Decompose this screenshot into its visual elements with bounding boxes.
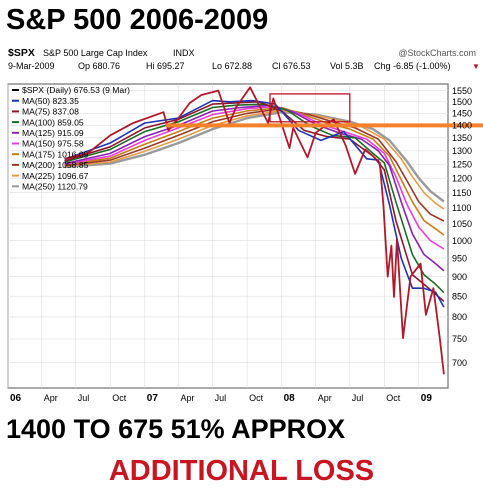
y-tick-label: 1050 bbox=[452, 219, 472, 229]
x-tick-label: Jul bbox=[352, 393, 364, 403]
y-tick-label: 1150 bbox=[452, 188, 471, 198]
legend-label: MA(250) 1120.79 bbox=[22, 182, 88, 192]
watermark: @StockCharts.com bbox=[398, 48, 476, 58]
y-axis-labels: 700 750 800 850 900 950 1000 1050 1100 1150 1200 12… bbox=[452, 86, 472, 368]
y-tick-label: 1100 bbox=[452, 203, 471, 213]
headline: 1400 TO 675 51% APPROX bbox=[6, 414, 346, 444]
chart-symbol: $SPX bbox=[8, 47, 35, 59]
quote-open: Op 680.76 bbox=[78, 61, 120, 71]
x-tick-label: Oct bbox=[249, 393, 264, 403]
series-line-ma-225 bbox=[64, 109, 445, 210]
y-tick-label: 1400 bbox=[452, 121, 472, 131]
y-tick-label: 700 bbox=[452, 358, 467, 368]
quote-date: 9-Mar-2009 bbox=[8, 61, 55, 71]
x-tick-label: 06 bbox=[10, 393, 22, 404]
legend-label: MA(75) 837.08 bbox=[22, 107, 79, 117]
chart-exchange: INDX bbox=[173, 48, 195, 58]
y-tick-label: 850 bbox=[452, 291, 467, 301]
y-tick-label: 800 bbox=[452, 312, 467, 322]
grid-lines bbox=[7, 84, 448, 388]
subhead: ADDITIONAL LOSS bbox=[108, 455, 375, 487]
legend: $SPX (Daily) 676.53 (9 Mar)MA(50) 823.35… bbox=[12, 85, 130, 192]
price-chart: $SPX S&P 500 Large Cap Index INDX @Stock… bbox=[7, 47, 483, 404]
legend-label: MA(100) 859.05 bbox=[22, 117, 84, 127]
legend-label: MA(50) 823.35 bbox=[22, 96, 79, 106]
annotations bbox=[166, 93, 483, 128]
y-tick-label: 1450 bbox=[452, 109, 472, 119]
y-tick-label: 1550 bbox=[452, 86, 472, 96]
x-tick-label: Jul bbox=[215, 393, 227, 403]
x-tick-label: Oct bbox=[112, 393, 127, 403]
y-tick-label: 950 bbox=[452, 253, 467, 263]
x-tick-label: 08 bbox=[284, 393, 296, 404]
legend-label: MA(125) 915.09 bbox=[22, 128, 84, 138]
legend-label: MA(175) 1016.09 bbox=[22, 149, 89, 159]
y-tick-label: 1250 bbox=[452, 159, 472, 169]
series-line-ma-175 bbox=[64, 106, 445, 236]
x-tick-label: Apr bbox=[181, 393, 195, 403]
quote-close: Cl 676.53 bbox=[272, 61, 311, 71]
series-line-spx-daily bbox=[64, 86, 445, 375]
y-tick-label: 1200 bbox=[452, 173, 472, 183]
highlight-box bbox=[269, 93, 351, 123]
legend-label: MA(225) 1096.67 bbox=[22, 171, 89, 181]
y-tick-label: 750 bbox=[452, 334, 467, 344]
x-tick-label: Jul bbox=[78, 393, 90, 403]
legend-label: $SPX (Daily) 676.53 (9 Mar) bbox=[22, 85, 130, 95]
down-arrow-icon: ▼ bbox=[472, 62, 480, 71]
legend-label: MA(150) 975.58 bbox=[22, 139, 84, 149]
x-tick-label: Apr bbox=[44, 393, 58, 403]
page-title: S&P 500 2006-2009 bbox=[6, 4, 269, 36]
quote-low: Lo 672.88 bbox=[212, 61, 252, 71]
y-tick-label: 900 bbox=[452, 272, 467, 282]
series-lines bbox=[64, 86, 445, 375]
quote-high: Hi 695.27 bbox=[146, 61, 185, 71]
y-tick-label: 1300 bbox=[452, 146, 472, 156]
chart-index-name: S&P 500 Large Cap Index bbox=[43, 48, 148, 58]
series-line-ma-100 bbox=[64, 103, 445, 294]
x-axis-labels: 06 Apr Jul Oct 07 Apr Jul Oct 08 Apr Jul Oct 09 bbox=[10, 393, 432, 404]
quote-volume: Vol 5.3B bbox=[330, 61, 364, 71]
y-tick-label: 1350 bbox=[452, 133, 472, 143]
x-tick-label: 09 bbox=[421, 393, 433, 404]
x-tick-label: 07 bbox=[147, 393, 159, 404]
legend-label: MA(200) 1058.85 bbox=[22, 160, 89, 170]
x-tick-label: Apr bbox=[318, 393, 332, 403]
y-tick-label: 1000 bbox=[452, 236, 472, 246]
series-line-ma-200 bbox=[64, 107, 445, 222]
quote-change: Chg -6.85 (-1.00%) bbox=[374, 61, 451, 71]
x-tick-label: Oct bbox=[386, 393, 401, 403]
y-tick-label: 1500 bbox=[452, 97, 472, 107]
